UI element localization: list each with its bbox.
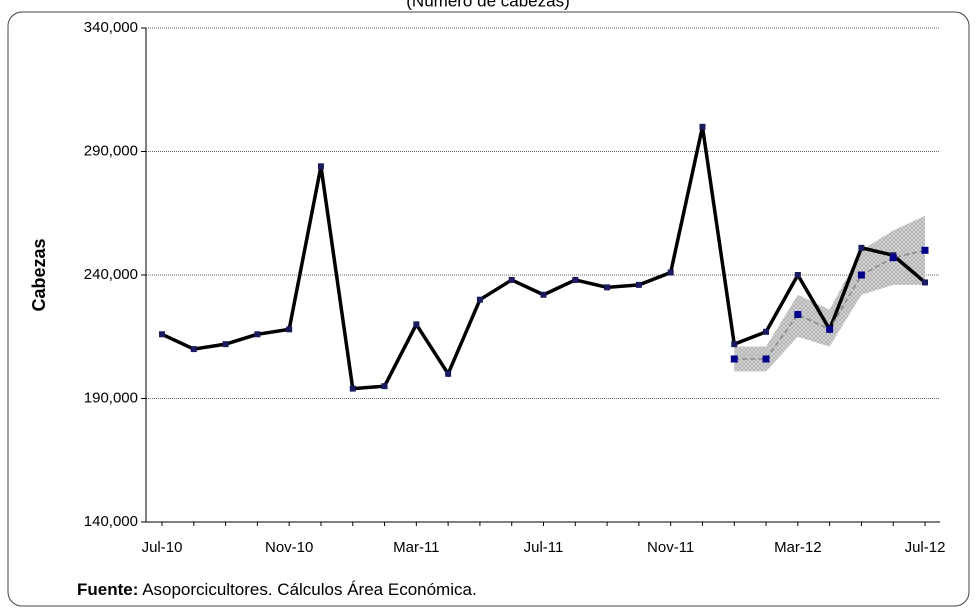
chart-title: (Número de cabezas) bbox=[406, 0, 569, 10]
x-tick-label: Mar-12 bbox=[774, 539, 822, 556]
point bbox=[317, 163, 324, 170]
point bbox=[699, 123, 706, 130]
point bbox=[794, 311, 802, 319]
x-tick-label: Nov-11 bbox=[647, 539, 694, 556]
point bbox=[604, 284, 611, 291]
point bbox=[857, 271, 865, 279]
x-tick-label: Jul-12 bbox=[905, 539, 946, 556]
point bbox=[413, 321, 420, 328]
point bbox=[445, 370, 452, 377]
x-tick-label: Mar-11 bbox=[393, 539, 439, 556]
point bbox=[730, 355, 738, 363]
point bbox=[635, 281, 642, 288]
source-note: Fuente: Asoporcicultores. Cálculos Área … bbox=[77, 580, 477, 600]
y-tick-label: 340,000 bbox=[84, 19, 138, 36]
x-tick-label: Nov-10 bbox=[265, 539, 313, 556]
point bbox=[889, 254, 897, 262]
y-axis-label: Cabezas bbox=[29, 238, 49, 311]
point bbox=[190, 346, 197, 353]
frame bbox=[7, 11, 970, 607]
point bbox=[349, 385, 356, 392]
point bbox=[763, 328, 770, 335]
source-text: Asoporcicultores. Cálculos Área Económic… bbox=[142, 580, 477, 599]
point bbox=[921, 246, 929, 254]
point bbox=[286, 326, 293, 333]
y-tick-label: 290,000 bbox=[84, 142, 138, 159]
point bbox=[826, 325, 834, 333]
point bbox=[858, 244, 865, 251]
point bbox=[381, 383, 388, 390]
point bbox=[667, 269, 674, 276]
point bbox=[922, 279, 928, 286]
point bbox=[159, 331, 165, 338]
point bbox=[254, 331, 261, 338]
point bbox=[508, 276, 515, 283]
point bbox=[794, 272, 801, 278]
x-tick-label: Jul-11 bbox=[524, 539, 564, 556]
y-tick-label: 240,000 bbox=[84, 266, 138, 283]
y-tick-label: 190,000 bbox=[84, 389, 138, 406]
source-label: Fuente: bbox=[77, 580, 139, 599]
series-line bbox=[161, 126, 927, 391]
point bbox=[572, 276, 579, 283]
point bbox=[731, 341, 738, 348]
point bbox=[540, 291, 547, 298]
point bbox=[222, 341, 229, 348]
forecast-band bbox=[734, 215, 925, 372]
point bbox=[762, 355, 770, 363]
point bbox=[476, 296, 483, 303]
y-tick-label: 140,000 bbox=[84, 513, 138, 530]
x-tick-label: Jul-10 bbox=[142, 539, 183, 556]
